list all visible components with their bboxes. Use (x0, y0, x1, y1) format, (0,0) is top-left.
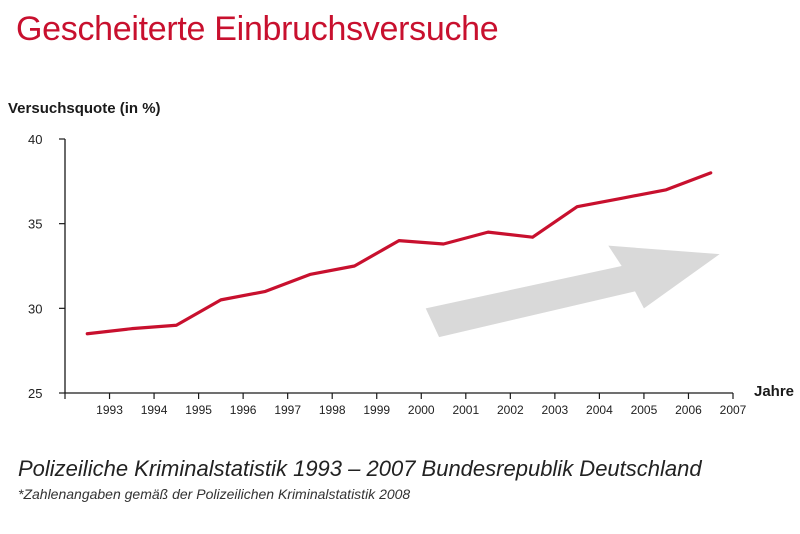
x-tick-label: 1999 (363, 403, 390, 417)
data-point (665, 188, 668, 191)
data-point (620, 197, 623, 200)
data-point (709, 171, 712, 175)
data-point (130, 327, 133, 330)
data-point (175, 324, 178, 327)
x-tick-label: 1995 (185, 403, 212, 417)
x-tick-label: 2001 (452, 403, 479, 417)
data-point (219, 298, 223, 302)
x-tick-label: 1998 (319, 403, 346, 417)
x-tick-label: 2004 (586, 403, 613, 417)
trend-arrow (425, 245, 720, 338)
x-tick-label: 1997 (274, 403, 301, 417)
data-point (86, 332, 89, 335)
y-tick-label: 30 (28, 301, 42, 316)
data-point (531, 236, 534, 239)
line-chart: 25 30 35 40 1993 1994 1995 1996 1997 1998 1999 2000… (28, 132, 794, 417)
x-tick-label: 2007 (720, 403, 747, 417)
data-point (486, 230, 490, 234)
x-tick-label: 2000 (408, 403, 435, 417)
source-footnote: *Zahlenangaben gemäß der Polizeilichen K… (18, 486, 411, 502)
x-axis-label: Jahre (754, 383, 794, 400)
x-tick-label: 1996 (230, 403, 257, 417)
chart-title: Gescheiterte Einbruchsversuche (16, 10, 499, 48)
x-tick-label: 2003 (542, 403, 569, 417)
x-tick-label: 1994 (141, 403, 168, 417)
y-tick-label: 25 (28, 386, 42, 401)
x-tick-label: 2002 (497, 403, 524, 417)
data-point (397, 239, 401, 242)
data-point (575, 205, 579, 208)
x-tick-label: 2005 (631, 403, 658, 417)
data-point (308, 273, 312, 276)
x-tick-label: 2006 (675, 403, 702, 417)
data-point (442, 242, 445, 246)
source-caption: Polizeiliche Kriminalstatistik 1993 – 20… (18, 456, 702, 481)
x-tick-label: 1993 (96, 403, 123, 417)
y-tick-label: 40 (28, 132, 42, 147)
y-axis-label: Versuchsquote (in %) (8, 100, 161, 117)
y-tick-label: 35 (28, 217, 42, 232)
data-point (353, 264, 356, 268)
data-point (264, 290, 267, 293)
